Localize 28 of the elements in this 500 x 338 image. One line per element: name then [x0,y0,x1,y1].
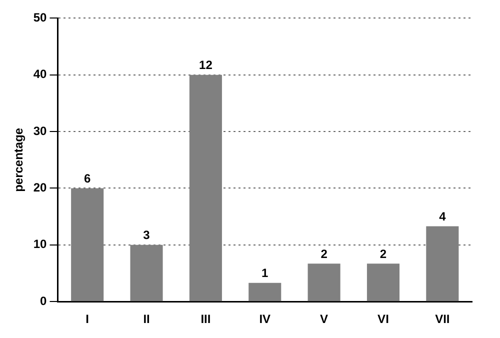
annotation: 12 [199,58,213,72]
annotation: 4 [439,210,446,224]
x-tick-label: II [143,312,150,326]
x-tick-label: III [200,312,211,326]
annotation: 3 [143,228,150,242]
bar [366,264,400,302]
bar [189,74,222,302]
y-tick-label: 10 [33,237,48,252]
x-tick-label: IV [259,312,271,326]
y-tick-label: 50 [33,10,48,25]
annotation: 2 [320,246,328,261]
bar [248,282,282,302]
x-tick-label: VI [378,312,389,326]
annotation: 2 [380,246,387,261]
y-axis-title: percentage [12,128,26,192]
annotation: 6 [84,172,91,186]
x-tick-label: V [320,312,328,326]
y-tick-label: 30 [33,124,48,138]
bar [426,226,459,302]
x-tick-label: I [86,312,90,326]
y-tick-label: 0 [40,294,48,308]
y-tick-label: 20 [33,180,48,195]
x-tick-label: VII [435,312,450,326]
annotation: 1 [262,266,269,280]
bar [308,264,340,302]
y-tick-label: 40 [33,67,48,82]
bar [130,244,163,302]
bar [71,188,104,302]
